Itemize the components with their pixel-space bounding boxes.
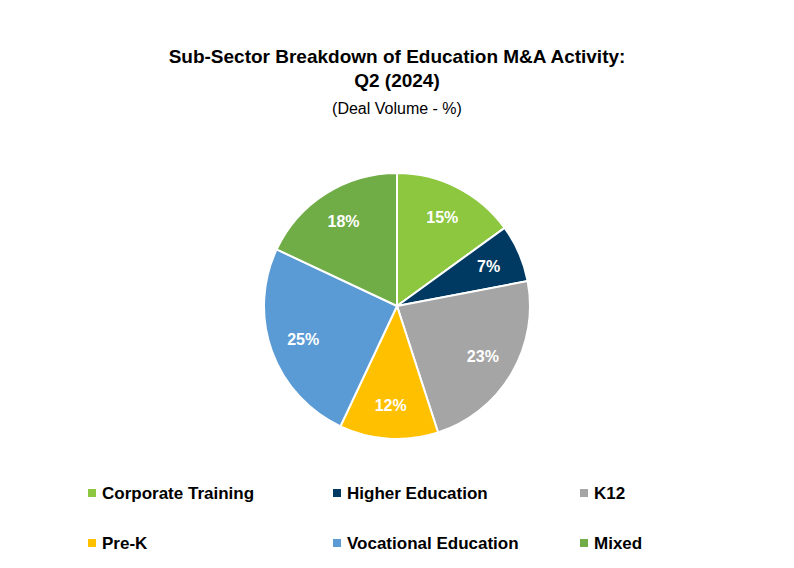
legend-item: Vocational Education xyxy=(333,534,519,553)
legend-swatch xyxy=(333,489,341,497)
title-line: Q2 (2024) xyxy=(354,70,440,91)
title: Sub-Sector Breakdown of Education M&A Ac… xyxy=(169,46,626,91)
legend: Corporate Training Higher Education K12 Pre… xyxy=(88,484,642,553)
legend-label: Mixed xyxy=(594,534,642,553)
data-label: 18% xyxy=(328,213,360,230)
legend-label: Corporate Training xyxy=(102,484,254,503)
legend-swatch xyxy=(88,539,96,547)
legend-item: Pre-K xyxy=(88,534,148,553)
legend-label: Pre-K xyxy=(102,534,148,553)
legend-swatch xyxy=(88,489,96,497)
legend-item: Corporate Training xyxy=(88,484,254,503)
data-label: 23% xyxy=(467,348,499,365)
data-label: 12% xyxy=(375,397,407,414)
pie: 15% 7% 23% 12% 25% 18% xyxy=(264,173,530,439)
data-label: 15% xyxy=(426,209,458,226)
title-line: Sub-Sector Breakdown of Education M&A Ac… xyxy=(169,46,626,67)
chart: Sub-Sector Breakdown of Education M&A Ac… xyxy=(0,0,794,568)
legend-swatch xyxy=(580,489,588,497)
legend-item: Mixed xyxy=(580,534,642,553)
data-label: 25% xyxy=(287,331,319,348)
legend-item: Higher Education xyxy=(333,484,488,503)
legend-label: Vocational Education xyxy=(347,534,519,553)
subtitle: (Deal Volume - %) xyxy=(332,100,462,117)
legend-label: K12 xyxy=(594,484,625,503)
legend-swatch xyxy=(580,539,588,547)
legend-item: K12 xyxy=(580,484,625,503)
legend-swatch xyxy=(333,539,341,547)
legend-label: Higher Education xyxy=(347,484,488,503)
data-label: 7% xyxy=(477,258,500,275)
pie-slice xyxy=(277,173,397,306)
